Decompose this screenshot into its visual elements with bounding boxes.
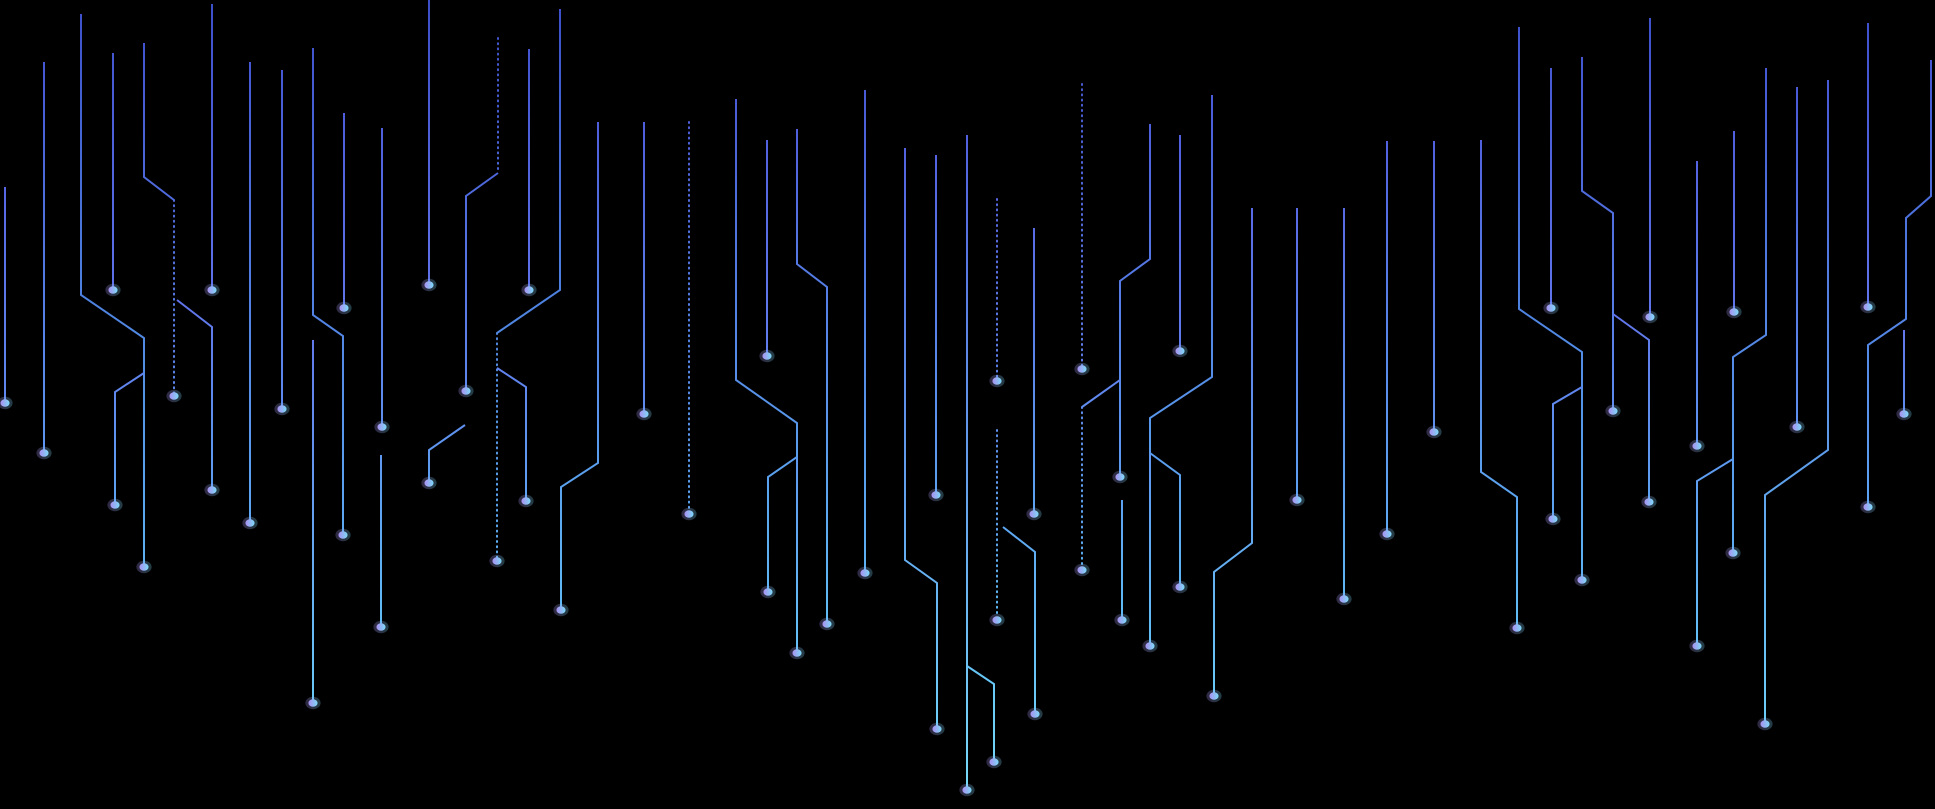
endpoint-dot [1692, 642, 1702, 650]
endpoint-dot [1175, 347, 1185, 355]
endpoint-dot [1382, 530, 1392, 538]
circuit-trace [143, 43, 175, 201]
circuit-trace [80, 14, 145, 567]
circuit-trace [1612, 313, 1650, 502]
endpoint-dot [338, 531, 348, 539]
endpoint-dot [1145, 642, 1155, 650]
endpoint-dot [1077, 365, 1087, 373]
endpoint-dot [376, 623, 386, 631]
endpoint-dot [1339, 595, 1349, 603]
endpoint-dot [1292, 496, 1302, 504]
endpoint-dot [1548, 515, 1558, 523]
endpoint-dot [1175, 583, 1185, 591]
endpoint-dot [792, 649, 802, 657]
endpoint-dot [1899, 410, 1909, 418]
endpoint-dot [169, 392, 179, 400]
endpoint-dot [39, 449, 49, 457]
endpoint-dot [308, 699, 318, 707]
trace-endpoint-dots [0, 278, 1912, 797]
endpoint-dot [1429, 428, 1439, 436]
circuit-trace [966, 665, 995, 762]
circuit-trace [904, 148, 938, 729]
endpoint-dot [1644, 498, 1654, 506]
endpoint-dot [339, 304, 349, 312]
circuit-trace [176, 299, 213, 490]
endpoint-dot [424, 479, 434, 487]
endpoint-dot [1760, 720, 1770, 728]
circuit-trace [114, 372, 145, 505]
circuit-trace [1149, 95, 1213, 587]
circuit-trace [1581, 57, 1614, 411]
circuit-trace [1867, 60, 1932, 507]
endpoint-dot [1029, 510, 1039, 518]
endpoint-dot [684, 510, 694, 518]
circuit-trace [496, 9, 561, 334]
endpoint-dot [763, 588, 773, 596]
endpoint-dot [1512, 624, 1522, 632]
circuit-trace [312, 48, 344, 535]
circuit-trace [1696, 458, 1734, 646]
circuit-trace [428, 424, 466, 483]
circuit-trace [796, 129, 828, 624]
trace-lines [4, 0, 1932, 790]
endpoint-dot [1077, 566, 1087, 574]
circuit-trace [1518, 27, 1583, 580]
circuit-trace [560, 122, 599, 610]
circuit-trace [1213, 208, 1253, 696]
endpoint-dot [245, 519, 255, 527]
endpoint-dot [110, 501, 120, 509]
endpoint-dot [1577, 576, 1587, 584]
endpoint-dot [207, 286, 217, 294]
endpoint-dot [1645, 313, 1655, 321]
endpoint-dot [822, 620, 832, 628]
endpoint-dot [1863, 503, 1873, 511]
circuit-trace [1119, 124, 1151, 477]
endpoint-dot [277, 405, 287, 413]
endpoint-dot [1117, 616, 1127, 624]
endpoint-dot [521, 497, 531, 505]
endpoint-dot [1546, 304, 1556, 312]
endpoint-dot [0, 399, 10, 407]
endpoint-dot [1792, 423, 1802, 431]
circuit-trace [496, 367, 527, 501]
endpoint-dot [377, 423, 387, 431]
endpoint-dot [1729, 308, 1739, 316]
endpoint-dot [1608, 407, 1618, 415]
endpoint-dot [461, 387, 471, 395]
endpoint-dot [492, 557, 502, 565]
endpoint-dot [139, 563, 149, 571]
endpoint-dot [424, 281, 434, 289]
circuit-trace [1764, 80, 1829, 724]
endpoint-dot [108, 286, 118, 294]
endpoint-dot [992, 377, 1002, 385]
circuit-trace [465, 172, 499, 391]
circuit-trace [1002, 526, 1036, 714]
endpoint-dot [860, 569, 870, 577]
circuit-trace [1552, 386, 1583, 519]
endpoint-dot [207, 486, 217, 494]
endpoint-dot [1692, 442, 1702, 450]
endpoint-dot [932, 725, 942, 733]
endpoint-dot [1863, 303, 1873, 311]
circuit-trace [1732, 68, 1767, 553]
endpoint-dot [1115, 473, 1125, 481]
endpoint-dot [989, 758, 999, 766]
circuit-trace [1480, 140, 1518, 628]
endpoint-dot [1209, 692, 1219, 700]
endpoint-dot [556, 606, 566, 614]
endpoint-dot [762, 352, 772, 360]
circuit-trace [735, 99, 798, 592]
endpoint-dot [931, 491, 941, 499]
endpoint-dot [639, 410, 649, 418]
endpoint-dot [962, 786, 972, 794]
endpoint-dot [1728, 549, 1738, 557]
endpoint-dot [992, 616, 1002, 624]
endpoint-dot [1030, 710, 1040, 718]
circuit-trace [1081, 379, 1121, 408]
endpoint-dot [524, 286, 534, 294]
